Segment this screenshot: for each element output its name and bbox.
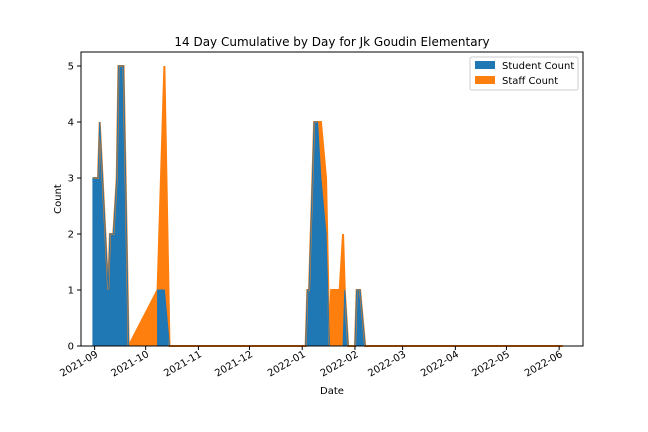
x-axis-label: Date	[320, 386, 344, 397]
legend-label-student: Student Count	[502, 61, 574, 72]
legend-box	[469, 56, 579, 91]
y-tick-label: 4	[68, 118, 74, 129]
y-axis: 0 1 2 3 4 5	[68, 62, 81, 353]
y-tick-label: 1	[68, 286, 74, 297]
legend: Student Count Staff Count	[469, 56, 579, 91]
y-tick-label: 5	[68, 62, 74, 73]
legend-swatch-student	[475, 61, 495, 69]
legend-label-staff: Staff Count	[502, 76, 558, 87]
y-axis-label: Count	[53, 184, 64, 214]
y-tick-label: 2	[68, 230, 74, 241]
y-tick-label: 0	[68, 342, 74, 353]
plot-frame	[80, 51, 584, 347]
y-tick-label: 3	[68, 174, 74, 185]
chart-title: 14 Day Cumulative by Day for Jk Goudin E…	[174, 35, 489, 49]
legend-swatch-staff	[475, 76, 495, 84]
